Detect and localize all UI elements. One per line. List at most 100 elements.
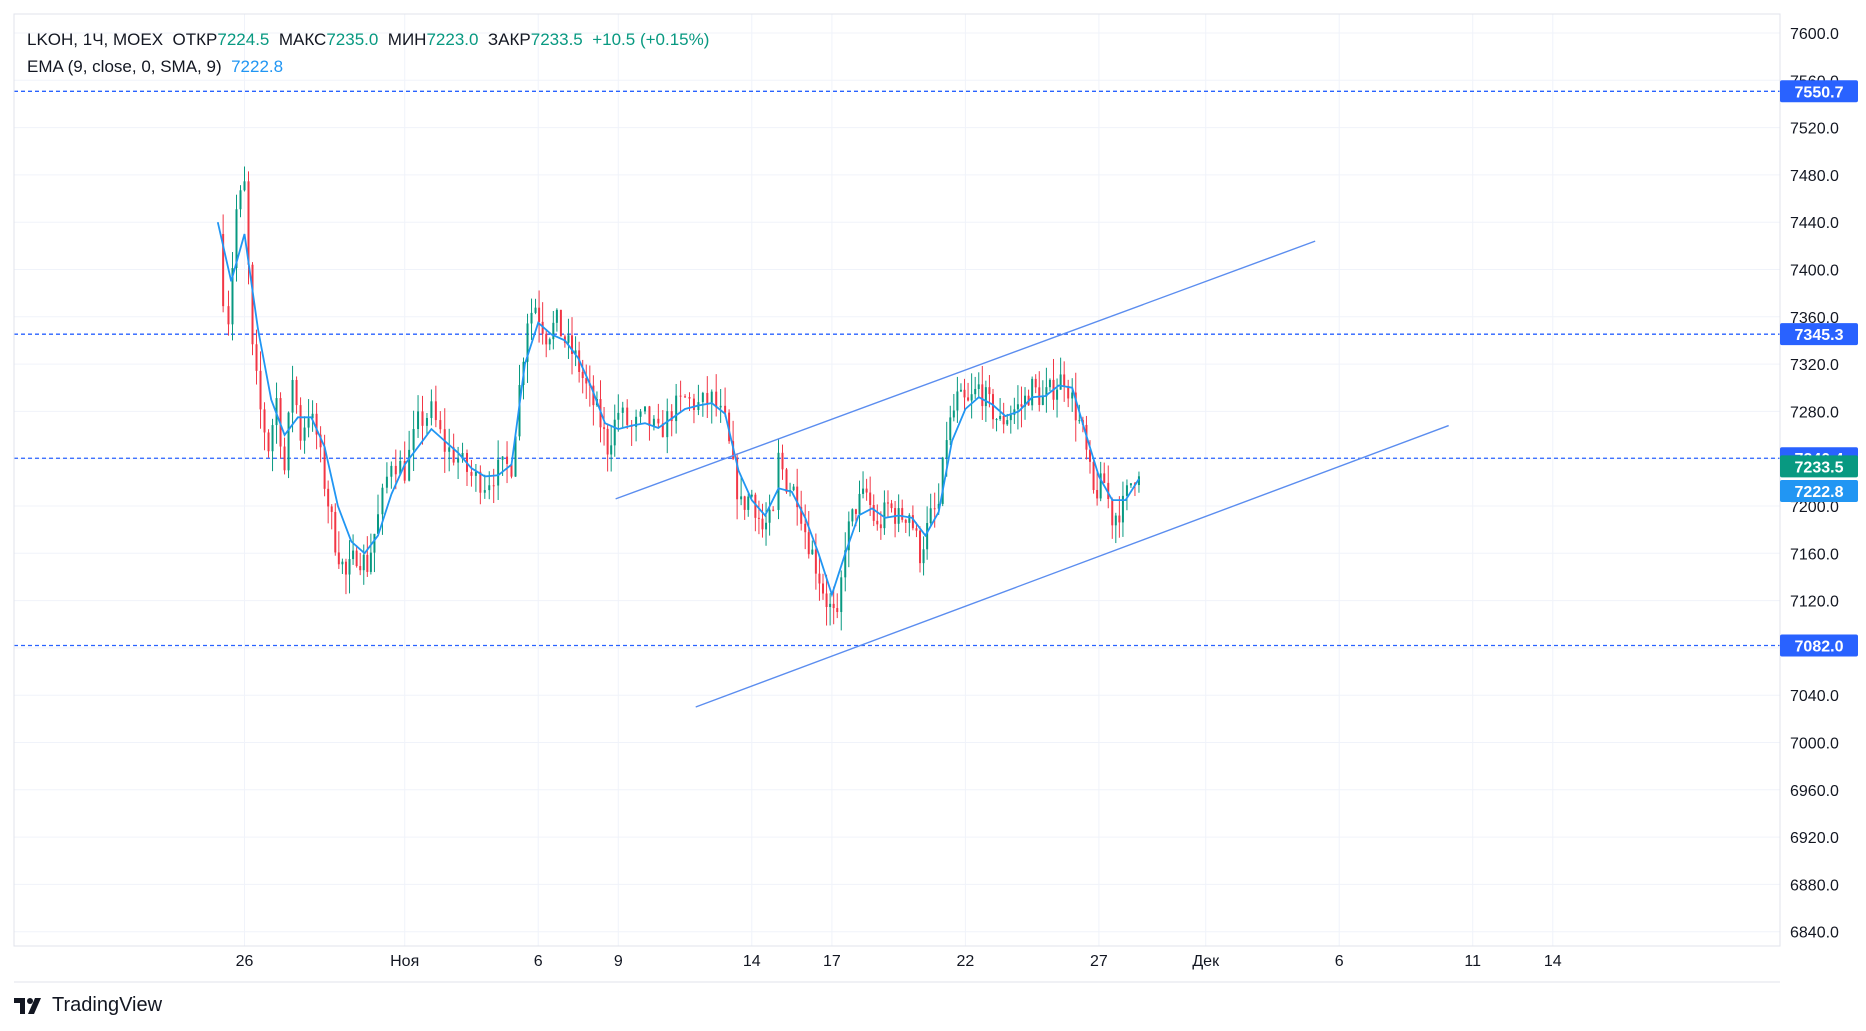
candle-body[interactable] <box>919 530 922 564</box>
candle-body[interactable] <box>417 411 420 430</box>
candle-body[interactable] <box>334 511 337 553</box>
candle-body[interactable] <box>807 532 810 555</box>
candle-body[interactable] <box>366 554 369 572</box>
candle-body[interactable] <box>929 508 932 524</box>
candle-body[interactable] <box>1071 392 1074 399</box>
candle-body[interactable] <box>1078 420 1081 422</box>
candle-body[interactable] <box>754 494 757 518</box>
candle-body[interactable] <box>635 416 638 427</box>
candle-body[interactable] <box>963 389 966 398</box>
candle-body[interactable] <box>908 515 911 523</box>
candle-body[interactable] <box>235 209 238 269</box>
candle-body[interactable] <box>434 401 437 421</box>
candle-body[interactable] <box>692 398 695 410</box>
candle-body[interactable] <box>747 496 750 510</box>
candle-body[interactable] <box>829 603 832 608</box>
candle-body[interactable] <box>344 561 347 575</box>
trendlines[interactable] <box>615 240 1449 708</box>
candle-body[interactable] <box>970 394 973 401</box>
candle-body[interactable] <box>430 401 433 418</box>
candle-body[interactable] <box>648 406 651 426</box>
candle-body[interactable] <box>421 411 424 426</box>
candle-body[interactable] <box>448 447 451 452</box>
candle-body[interactable] <box>1006 420 1009 425</box>
candle-body[interactable] <box>750 494 753 497</box>
candle-body[interactable] <box>796 486 799 508</box>
candle-body[interactable] <box>956 391 959 411</box>
candle-body[interactable] <box>1092 461 1095 490</box>
candle-body[interactable] <box>657 418 660 424</box>
candle-body[interactable] <box>291 379 294 413</box>
candle-body[interactable] <box>299 405 302 441</box>
candle-body[interactable] <box>534 307 537 313</box>
candle-body[interactable] <box>243 181 246 191</box>
candle-body[interactable] <box>941 457 944 504</box>
candle-body[interactable] <box>800 507 803 524</box>
candle-body[interactable] <box>287 412 290 471</box>
candle-body[interactable] <box>1067 385 1070 399</box>
candle-body[interactable] <box>501 456 504 460</box>
candle-body[interactable] <box>530 312 533 324</box>
candle-body[interactable] <box>1048 379 1051 388</box>
candle-body[interactable] <box>315 413 318 435</box>
candle-body[interactable] <box>977 384 980 389</box>
candle-body[interactable] <box>974 388 977 395</box>
candle-body[interactable] <box>1056 389 1059 400</box>
candle-body[interactable] <box>239 190 242 210</box>
symbol-name[interactable]: LKOH <box>27 30 74 49</box>
candle-body[interactable] <box>267 432 270 452</box>
candle-body[interactable] <box>337 552 340 565</box>
candle-body[interactable] <box>988 387 991 395</box>
candle-body[interactable] <box>922 549 925 564</box>
candle-body[interactable] <box>1118 515 1121 523</box>
candle-body[interactable] <box>1111 499 1114 526</box>
candle-body[interactable] <box>869 492 872 506</box>
candle-body[interactable] <box>785 469 788 493</box>
candle-body[interactable] <box>701 392 704 403</box>
candle-body[interactable] <box>991 394 994 420</box>
candle-body[interactable] <box>330 506 333 512</box>
candle-body[interactable] <box>981 384 984 407</box>
candle-body[interactable] <box>538 307 541 322</box>
candle-body[interactable] <box>603 427 606 429</box>
candle-body[interactable] <box>271 425 274 452</box>
candle-body[interactable] <box>585 378 588 384</box>
candle-body[interactable] <box>1009 414 1012 421</box>
candle-body[interactable] <box>811 549 814 555</box>
candle-body[interactable] <box>743 496 746 510</box>
candle-body[interactable] <box>461 453 464 459</box>
candle-body[interactable] <box>510 463 513 477</box>
candle-body[interactable] <box>926 523 929 550</box>
candle-body[interactable] <box>1074 392 1077 421</box>
candle-body[interactable] <box>555 309 558 323</box>
trendline[interactable] <box>695 424 1449 708</box>
candle-body[interactable] <box>319 434 322 448</box>
candle-body[interactable] <box>355 550 358 567</box>
candle-body[interactable] <box>497 459 500 486</box>
candle-body[interactable] <box>452 447 455 463</box>
candle-body[interactable] <box>1137 476 1140 486</box>
ema-line[interactable] <box>216 222 1140 598</box>
candle-body[interactable] <box>488 485 491 491</box>
candle-body[interactable] <box>661 423 664 438</box>
trendline[interactable] <box>615 240 1316 500</box>
candle-body[interactable] <box>736 458 739 500</box>
candle-body[interactable] <box>626 407 629 425</box>
candle-body[interactable] <box>352 550 355 560</box>
candle-body[interactable] <box>984 387 987 407</box>
candle-body[interactable] <box>559 309 562 337</box>
ema-polyline[interactable] <box>216 222 1140 598</box>
candle-body[interactable] <box>862 488 865 494</box>
candle-body[interactable] <box>666 411 669 438</box>
candle-body[interactable] <box>457 458 460 463</box>
candle-body[interactable] <box>1002 415 1005 425</box>
candle-body[interactable] <box>854 509 857 514</box>
candle-body[interactable] <box>470 471 473 476</box>
candle-body[interactable] <box>715 391 718 408</box>
candle-body[interactable] <box>606 428 609 455</box>
candle-body[interactable] <box>1024 395 1027 407</box>
candle-body[interactable] <box>247 181 250 265</box>
candle-body[interactable] <box>369 552 372 572</box>
candle-body[interactable] <box>403 461 406 481</box>
candle-body[interactable] <box>327 488 330 507</box>
